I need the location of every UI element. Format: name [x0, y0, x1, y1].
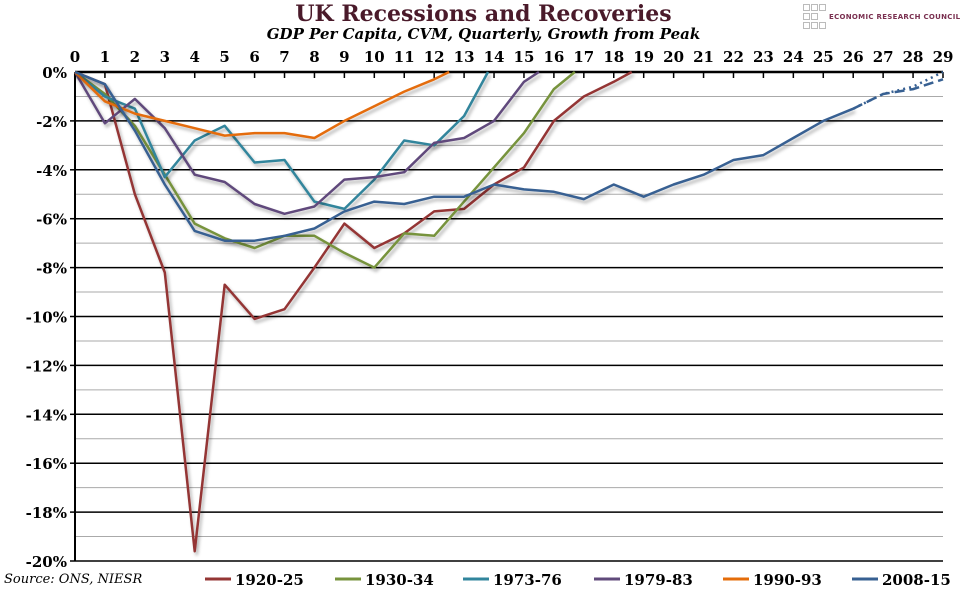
x-tick-label: 12: [424, 48, 445, 66]
x-tick-label: 21: [693, 48, 714, 66]
y-tick-label: -12%: [26, 357, 67, 375]
x-tick-label: 27: [873, 48, 894, 66]
x-tick-label: 5: [219, 48, 229, 66]
x-tick-label: 6: [249, 48, 259, 66]
x-tick-label: 1: [100, 48, 110, 66]
x-tick-label: 26: [843, 48, 864, 66]
x-tick-label: 3: [160, 48, 170, 66]
chart-subtitle: GDP Per Capita, CVM, Quarterly, Growth f…: [266, 25, 701, 43]
x-tick-label: 19: [633, 48, 654, 66]
projection-line-dashed: [852, 78, 944, 110]
erc-logo: ECONOMIC RESEARCH COUNCIL: [803, 4, 960, 29]
x-tick-label: 17: [573, 48, 594, 66]
x-tick-label: 11: [394, 48, 415, 66]
series-line-2008-15: [74, 70, 854, 242]
x-tick-label: 29: [933, 48, 954, 66]
x-tick-label: 15: [514, 48, 535, 66]
series-line-1920-25: [74, 70, 633, 553]
y-tick-label: 0%: [42, 64, 67, 82]
series-line-1973-76: [74, 71, 490, 211]
x-tick-label: 20: [663, 48, 684, 66]
legend-label: 2008-15: [882, 571, 951, 589]
legend-label: 1930-34: [365, 571, 434, 589]
x-tick-label: 23: [753, 48, 774, 66]
x-tick-label: 13: [454, 48, 475, 66]
x-tick-label: 9: [339, 48, 349, 66]
y-tick-label: -18%: [26, 504, 67, 522]
x-tick-label: 8: [309, 48, 319, 66]
y-tick-label: -8%: [36, 260, 67, 278]
x-tick-label: 18: [603, 48, 624, 66]
y-tick-label: -16%: [26, 455, 67, 473]
legend-label: 1973-76: [493, 571, 562, 589]
x-tick-label: 4: [190, 48, 200, 66]
chart-title: UK Recessions and Recoveries: [295, 1, 672, 27]
x-tick-label: 22: [723, 48, 744, 66]
y-tick-label: -14%: [26, 406, 67, 424]
x-tick-label: 28: [903, 48, 924, 66]
y-tick-label: -20%: [26, 553, 67, 571]
legend-label: 1990-93: [753, 571, 822, 589]
y-tick-label: -6%: [36, 211, 67, 229]
source-note: Source: ONS, NIESR: [4, 572, 143, 587]
x-tick-label: 24: [783, 48, 804, 66]
series-line-1990-93: [74, 70, 450, 140]
x-tick-label: 0: [70, 48, 80, 66]
legend-label: 1979-83: [624, 571, 693, 589]
x-tick-label: 7: [279, 48, 289, 66]
y-tick-label: -10%: [26, 309, 67, 327]
x-tick-label: 25: [813, 48, 834, 66]
logo-squares-icon: [803, 4, 826, 29]
x-tick-label: 14: [484, 48, 505, 66]
x-tick-label: 10: [364, 48, 385, 66]
x-tick-label: 16: [543, 48, 564, 66]
x-tick-label: 2: [130, 48, 140, 66]
logo-text: ECONOMIC RESEARCH COUNCIL: [829, 12, 961, 21]
legend-label: 1920-25: [235, 571, 304, 589]
y-tick-label: -2%: [36, 113, 67, 131]
y-tick-label: -4%: [36, 162, 67, 180]
